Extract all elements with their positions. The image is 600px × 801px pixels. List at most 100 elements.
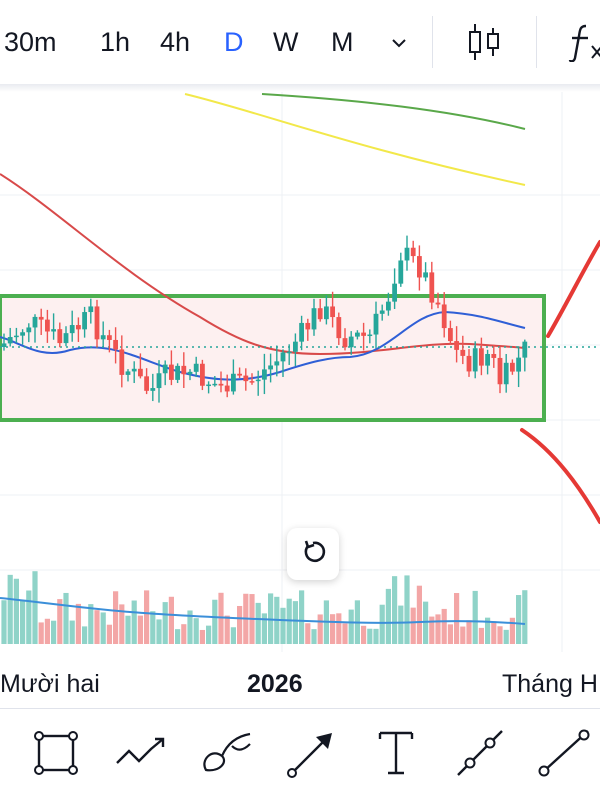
volume-bar bbox=[94, 610, 100, 644]
candle-body bbox=[1, 343, 7, 347]
candle-body bbox=[107, 335, 112, 340]
rectangle-icon[interactable] bbox=[28, 725, 84, 781]
volume-bar bbox=[187, 610, 193, 644]
candle-body bbox=[491, 353, 497, 358]
candle-body bbox=[274, 361, 280, 366]
timeframe-m[interactable]: M bbox=[331, 27, 354, 57]
candle-body bbox=[94, 306, 100, 340]
volume-ma-line bbox=[0, 597, 526, 625]
toolbar-divider bbox=[536, 16, 537, 68]
candle-body bbox=[63, 333, 69, 344]
trendline-icon[interactable] bbox=[452, 725, 508, 781]
volume-bar bbox=[367, 628, 373, 644]
timeframe-4h[interactable]: 4h bbox=[160, 27, 191, 57]
volume-bar bbox=[472, 590, 478, 644]
volume-bar bbox=[410, 607, 416, 644]
candle-body bbox=[100, 335, 106, 340]
candle-body bbox=[144, 376, 149, 391]
volume-bar bbox=[336, 613, 342, 644]
volume-bar bbox=[435, 614, 441, 644]
candle-body bbox=[243, 375, 249, 382]
candle-body bbox=[497, 357, 503, 385]
ray-icon[interactable] bbox=[536, 725, 592, 781]
candle-body bbox=[119, 349, 125, 375]
volume-bar bbox=[379, 604, 385, 644]
candle-body bbox=[212, 383, 218, 386]
arrow-icon[interactable] bbox=[284, 725, 340, 781]
chevron-down-icon[interactable] bbox=[388, 32, 410, 59]
volume-bar bbox=[63, 592, 69, 644]
price-chart[interactable] bbox=[0, 92, 600, 652]
candle-body bbox=[255, 379, 261, 382]
drawing-toolbar bbox=[0, 708, 600, 801]
candle-body bbox=[262, 369, 267, 380]
candle-body bbox=[206, 384, 211, 387]
volume-bar bbox=[57, 599, 63, 644]
candle-body bbox=[181, 365, 187, 375]
candle-body bbox=[367, 334, 373, 337]
toolbar-divider bbox=[432, 16, 433, 68]
candle-body bbox=[479, 348, 484, 366]
volume-bar bbox=[509, 617, 515, 644]
candle-body bbox=[200, 363, 205, 386]
timeframe-w[interactable]: W bbox=[273, 27, 299, 57]
volume-bar bbox=[137, 615, 143, 644]
volume-bar bbox=[299, 590, 305, 644]
candlestick-icon[interactable] bbox=[466, 22, 502, 67]
candle-body bbox=[311, 308, 317, 330]
toolbar-shadow bbox=[0, 84, 600, 92]
timeframe-30m[interactable]: 30m bbox=[4, 27, 57, 57]
candle-body bbox=[516, 357, 521, 372]
timeframe-1h[interactable]: 1h bbox=[100, 27, 131, 57]
brush-icon[interactable] bbox=[198, 725, 254, 781]
time-axis: Mười hai 2026 Tháng H bbox=[0, 660, 600, 710]
candle-body bbox=[51, 329, 56, 332]
volume-bar bbox=[485, 617, 491, 644]
volume-bar bbox=[181, 624, 187, 644]
volume-bar bbox=[51, 620, 57, 644]
projection-up-line[interactable] bbox=[546, 240, 600, 338]
text-icon[interactable] bbox=[368, 725, 424, 781]
candle-body bbox=[32, 316, 38, 328]
candle-body bbox=[299, 322, 304, 342]
volume-bar bbox=[32, 571, 38, 644]
volume-bar bbox=[491, 621, 497, 644]
candle-body bbox=[392, 283, 397, 302]
volume-bar bbox=[261, 613, 267, 644]
candle-body bbox=[336, 317, 342, 339]
candle-body bbox=[522, 341, 528, 358]
volume-bar bbox=[82, 626, 88, 644]
volume-bar bbox=[237, 605, 243, 644]
candle-body bbox=[162, 364, 168, 374]
candle-body bbox=[404, 247, 410, 261]
candle-body bbox=[429, 272, 435, 303]
candle-body bbox=[330, 306, 335, 318]
reset-chart-button[interactable] bbox=[287, 528, 339, 580]
candle-body bbox=[466, 355, 472, 372]
candle-body bbox=[14, 335, 19, 338]
candle-body bbox=[317, 308, 323, 320]
volume-bar bbox=[330, 614, 336, 644]
candle-body bbox=[448, 328, 453, 342]
volume-bar bbox=[311, 629, 317, 644]
candle-body bbox=[398, 260, 404, 284]
volume-bar bbox=[212, 599, 218, 644]
candle-body bbox=[138, 368, 143, 377]
candle-body bbox=[175, 365, 180, 380]
candle-body bbox=[187, 371, 193, 375]
candle-body bbox=[280, 352, 286, 362]
projection-down-line[interactable] bbox=[520, 428, 600, 524]
volume-bar bbox=[131, 600, 137, 644]
function-icon[interactable] bbox=[566, 22, 600, 67]
candle-body bbox=[69, 325, 75, 334]
candle-body bbox=[38, 316, 44, 320]
volume-bar bbox=[522, 590, 528, 644]
candle-body bbox=[57, 329, 63, 344]
polyline-icon[interactable] bbox=[113, 725, 169, 781]
timeframe-d[interactable]: D bbox=[224, 27, 244, 57]
candle-body bbox=[361, 332, 366, 336]
volume-bar bbox=[206, 625, 212, 644]
candle-body bbox=[286, 351, 292, 354]
volume-bar bbox=[100, 612, 106, 644]
volume-bar bbox=[292, 601, 298, 644]
